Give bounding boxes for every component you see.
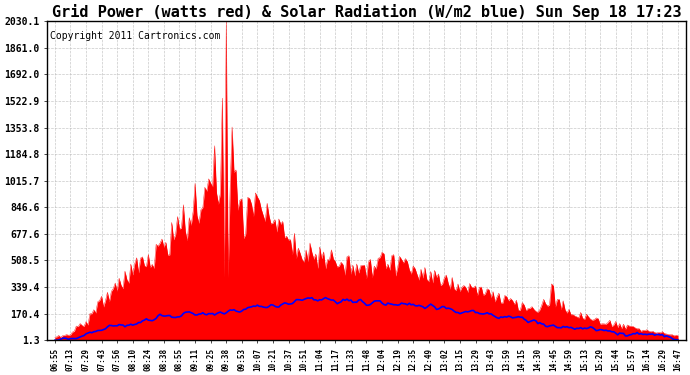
Title: Grid Power (watts red) & Solar Radiation (W/m2 blue) Sun Sep 18 17:23: Grid Power (watts red) & Solar Radiation… xyxy=(52,4,681,20)
Text: Copyright 2011 Cartronics.com: Copyright 2011 Cartronics.com xyxy=(50,31,221,41)
